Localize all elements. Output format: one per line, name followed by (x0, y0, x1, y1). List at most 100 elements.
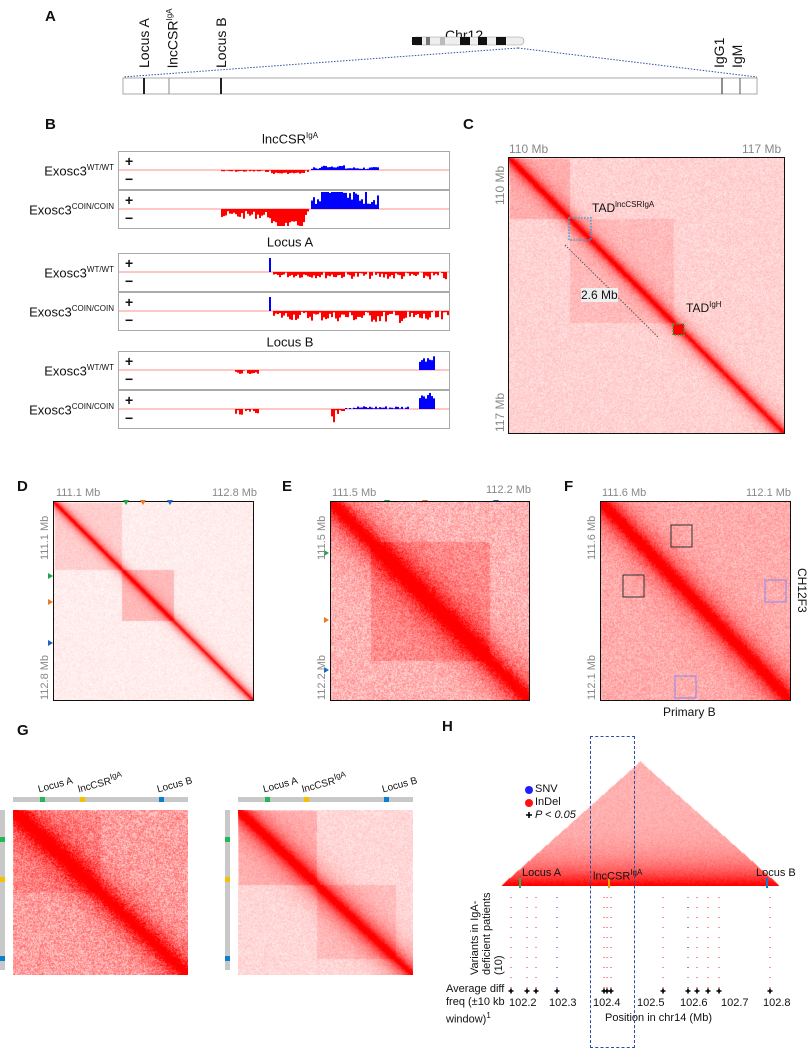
signal-track: + − (118, 351, 450, 390)
genotype-label: Exosc3WT/WT (44, 163, 114, 179)
minus-strand-label: − (125, 410, 134, 426)
e-x-end: 112.2 Mb (486, 484, 532, 496)
x-tick: 102.2 (509, 997, 537, 1009)
hic-heatmap-d (54, 502, 253, 700)
e-y-end: 112.2 Mb (316, 654, 328, 700)
g-locus-label: lncCSRIgA (300, 769, 347, 796)
ch12f3-label: CH12F3 (795, 568, 809, 613)
genotype-label: Exosc3WT/WT (44, 265, 114, 281)
x-tick: 102.7 (721, 997, 749, 1009)
hic-heatmap-e (331, 502, 529, 700)
heatmap-frame (53, 501, 254, 701)
c-y-end: 117 Mb (493, 392, 507, 432)
locus-marker (225, 956, 230, 961)
h-x-label: Position in chr14 (Mb) (605, 1012, 712, 1024)
legend-indel: InDel (535, 796, 561, 808)
genotype-label: Exosc3COIN/COIN (29, 304, 114, 320)
panel-label-d: D (17, 478, 28, 495)
track-group-title: lncCSRIgA (261, 131, 319, 147)
plus-strand-label: + (125, 353, 134, 369)
x-tick: 102.4 (593, 997, 621, 1009)
genotype-label: Exosc3WT/WT (44, 363, 114, 379)
locus-marker (159, 797, 164, 802)
distance-label: 2.6 Mb (581, 288, 618, 302)
locus-b-label: Locus B (213, 17, 229, 68)
panel-label-e: E (282, 478, 293, 495)
signal-track: + − (118, 190, 450, 229)
plus-strand-label: + (125, 192, 134, 208)
f-y-end: 112.1 Mb (586, 654, 598, 700)
panel-label-g: G (17, 722, 29, 739)
track-group-title: Locus B (266, 334, 314, 350)
highlight-box (590, 736, 635, 1048)
h-lnccsr: lncCSRIgA (593, 868, 643, 883)
d-x-end: 112.8 Mb (212, 487, 258, 499)
locus-a-label: Locus A (136, 18, 152, 68)
tad-igh-label: TADIgH (686, 300, 722, 315)
x-tick: 102.3 (549, 997, 577, 1009)
f-x-end: 112.1 Mb (746, 487, 792, 499)
h-row-label: Average diff freq (±10 kb window)1 (446, 983, 505, 1026)
x-tick: 102.8 (763, 997, 791, 1009)
locus-marker (80, 797, 85, 802)
plus-strand-label: + (125, 392, 134, 408)
primary-b-label: Primary B (663, 705, 716, 719)
panel-label-h: H (442, 718, 453, 735)
e-y-start: 111.5 Mb (316, 515, 328, 560)
genome-bar-top (13, 797, 188, 802)
signal-track: + − (118, 151, 450, 190)
e-x-start: 111.5 Mb (332, 487, 377, 499)
h-locus-a: Locus A (522, 867, 562, 879)
c-x-end: 117 Mb (742, 142, 782, 156)
x-tick: 102.5 (637, 997, 665, 1009)
h-y-label: Variants in IgA-deficient patients (10) (469, 892, 505, 975)
minus-strand-label: − (125, 273, 134, 289)
chromosome-diagram (122, 36, 758, 95)
x-tick: 102.6 (680, 997, 708, 1009)
locus-marker (0, 956, 5, 961)
locus-marker (40, 797, 45, 802)
plus-strand-label: + (125, 294, 134, 310)
locus-marker (265, 797, 270, 802)
igg1-label: IgG1 (711, 37, 727, 68)
locus-marker (225, 877, 230, 882)
legend-pvalue: P < 0.05 (535, 809, 576, 821)
igm-label: IgM (729, 44, 745, 68)
panel-label-c: C (463, 116, 474, 133)
locus-marker (225, 837, 230, 842)
signal-track: + − (118, 390, 450, 429)
g-locus-label: lncCSRIgA (76, 769, 123, 796)
genome-bar-side (225, 810, 230, 970)
locus-marker (384, 797, 389, 802)
minus-strand-label: − (125, 171, 134, 187)
minus-strand-label: − (125, 210, 134, 226)
locus-marker (304, 797, 309, 802)
h-locus-b: Locus B (756, 867, 796, 879)
heatmap-frame (508, 157, 785, 434)
lnccsr-label: lncCSRIgA (164, 8, 181, 68)
c-x-start: 110 Mb (509, 142, 549, 156)
hic-heatmap-g (238, 810, 413, 975)
g-locus-label: Locus A (36, 775, 75, 796)
locus-marker (0, 877, 5, 882)
hic-heatmap-c (509, 158, 784, 433)
legend-snv: SNV (535, 783, 558, 795)
g-locus-label: Locus B (155, 775, 194, 796)
minus-strand-label: − (125, 371, 134, 387)
hic-heatmap-g (13, 810, 188, 975)
plus-strand-label: + (125, 153, 134, 169)
signal-track: + − (118, 292, 450, 331)
heatmap-frame (330, 501, 530, 701)
signal-track: + − (118, 253, 450, 292)
panel-label-b: B (45, 116, 56, 133)
panel-label-a: A (45, 8, 56, 25)
plus-strand-label: + (125, 255, 134, 271)
genotype-label: Exosc3COIN/COIN (29, 402, 114, 418)
panel-label-f: F (564, 478, 574, 495)
d-x-start: 111.1 Mb (56, 487, 101, 499)
g-locus-label: Locus A (261, 775, 300, 796)
heatmap-frame (600, 501, 791, 701)
genotype-label: Exosc3COIN/COIN (29, 202, 114, 218)
variant-plot (508, 786, 773, 994)
